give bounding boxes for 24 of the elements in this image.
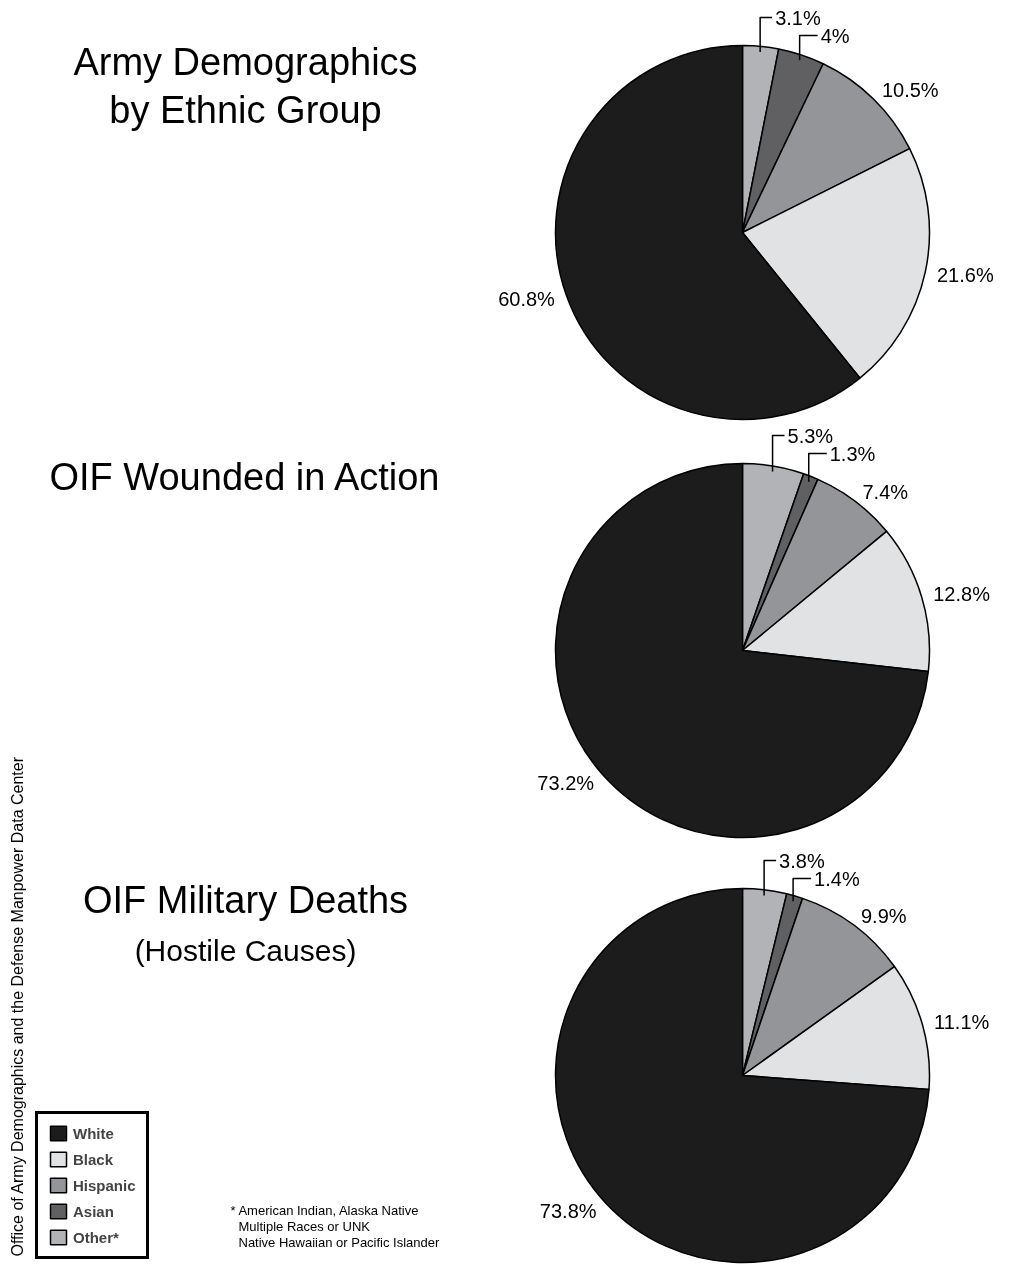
- data-label: 11.1%: [934, 1010, 990, 1033]
- text: (Hostile Causes): [134, 933, 357, 967]
- legend-label: Other*: [73, 1228, 119, 1246]
- legend-label: Hispanic: [73, 1176, 136, 1194]
- data-label: 10.5%: [881, 79, 939, 102]
- data-label: 12.8%: [933, 582, 991, 605]
- text: Native Hawaiian or Pacific Islander: [238, 1235, 441, 1250]
- legend-label: Black: [73, 1150, 114, 1168]
- data-label: 7.4%: [862, 480, 909, 503]
- data-label: 3.1%: [775, 6, 821, 29]
- data-label: 60.8%: [498, 287, 556, 310]
- text: OIF Military Deaths: [82, 878, 409, 921]
- legend-label: Asian: [73, 1202, 114, 1220]
- data-label: 9.9%: [860, 904, 907, 927]
- data-label: 21.6%: [936, 263, 994, 286]
- text: Office of Army Demographics and the Defense Manpower Data Center: [9, 756, 26, 1257]
- data-label: 4%: [820, 24, 850, 47]
- text: Multiple Races or UNK: [238, 1219, 371, 1234]
- text: Army Demographics by Ethnic Group: [73, 40, 418, 131]
- data-label: 73.8%: [539, 1199, 597, 1222]
- text: * American Indian, Alaska Native: [230, 1203, 419, 1218]
- data-label: 73.2%: [537, 772, 595, 795]
- text: OIF Wounded in Action: [49, 455, 440, 498]
- legend-label: White: [73, 1124, 114, 1142]
